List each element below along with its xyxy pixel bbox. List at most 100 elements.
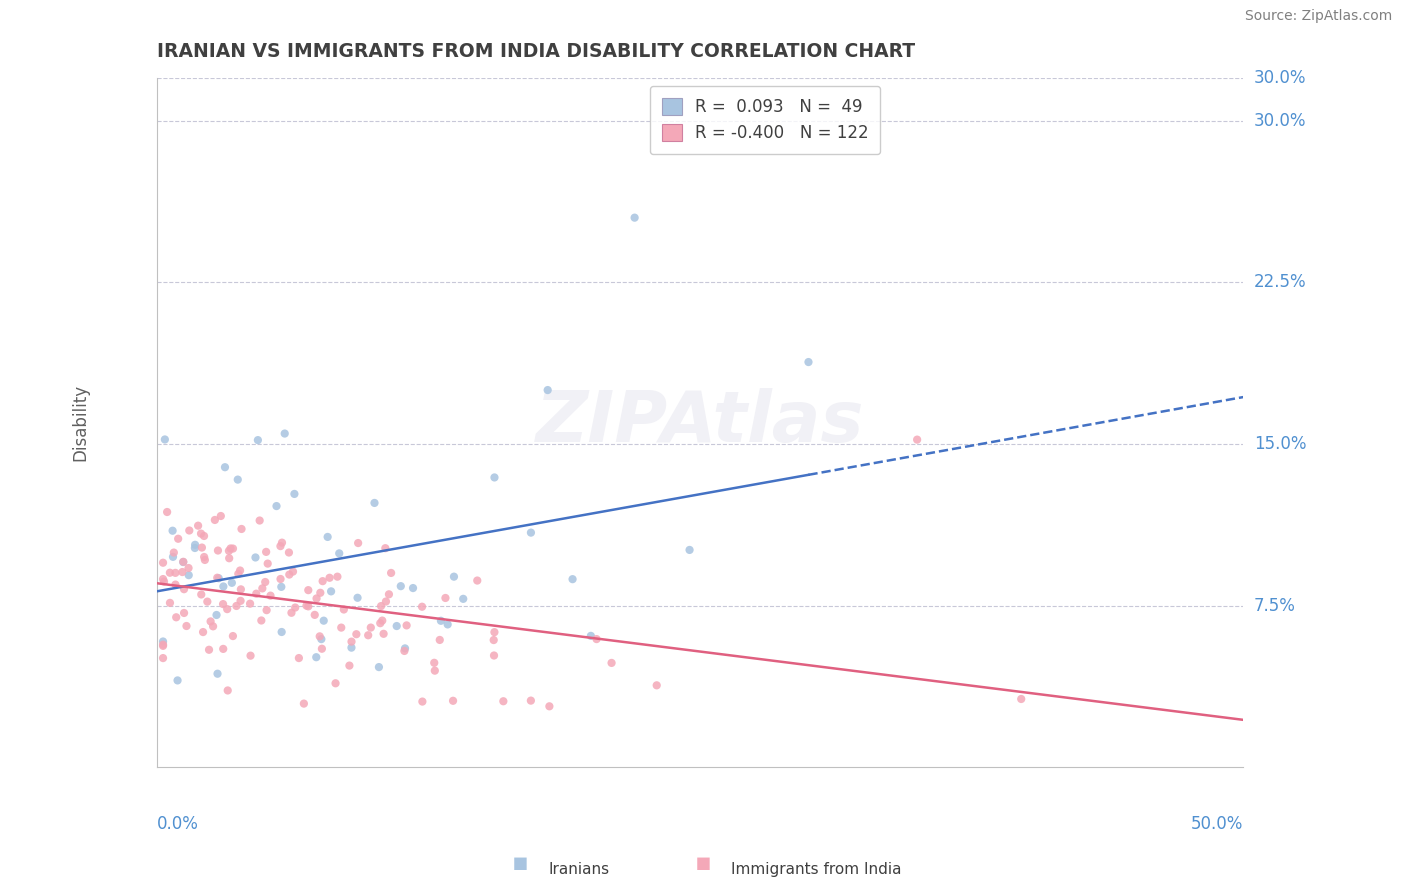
Text: 15.0%: 15.0% (1254, 435, 1306, 453)
Point (600, 656, 623, 670)
Point (152, 572, 174, 586)
Point (281, 565, 304, 579)
Point (209, 508, 232, 523)
Point (217, 683, 239, 698)
Point (394, 641, 416, 656)
Point (245, 587, 267, 601)
Point (218, 551, 240, 566)
Point (340, 640, 363, 655)
Point (561, 572, 583, 586)
Point (245, 550, 267, 565)
Point (411, 599, 433, 614)
Point (177, 561, 200, 575)
Point (177, 568, 200, 582)
Point (326, 569, 349, 583)
Point (214, 460, 236, 475)
Point (423, 664, 446, 678)
Point (395, 618, 418, 632)
Point (270, 625, 292, 640)
Point (411, 695, 433, 709)
Point (280, 606, 302, 620)
Point (270, 572, 292, 586)
Point (278, 545, 301, 559)
Point (269, 539, 291, 553)
Point (328, 546, 350, 560)
Point (228, 566, 250, 581)
Point (166, 673, 188, 688)
Point (380, 566, 402, 580)
Point (152, 556, 174, 570)
Point (357, 628, 380, 642)
Point (368, 616, 391, 631)
Point (905, 433, 928, 447)
Point (318, 571, 340, 585)
Point (371, 614, 394, 628)
Point (311, 574, 333, 589)
Text: 30.0%: 30.0% (1254, 112, 1306, 129)
Point (176, 619, 198, 633)
Point (330, 621, 353, 635)
Point (451, 591, 474, 606)
Point (207, 543, 229, 558)
Point (190, 587, 212, 601)
Text: 30.0%: 30.0% (1254, 69, 1306, 87)
Point (436, 617, 458, 632)
Point (202, 619, 225, 633)
Point (312, 614, 335, 628)
Point (325, 676, 347, 690)
Point (204, 513, 226, 527)
Point (152, 651, 174, 665)
Point (434, 591, 457, 605)
Point (250, 614, 273, 628)
Point (378, 587, 401, 601)
Point (207, 571, 229, 585)
Point (249, 514, 271, 528)
Point (212, 641, 235, 656)
Point (645, 678, 668, 692)
Point (482, 648, 505, 663)
Point (305, 650, 328, 665)
Point (430, 614, 453, 628)
Point (292, 697, 315, 711)
Point (429, 632, 451, 647)
Text: Iranians: Iranians (548, 863, 609, 877)
Point (205, 607, 228, 622)
Text: ▪: ▪ (695, 851, 711, 875)
Point (172, 555, 194, 569)
Point (229, 564, 252, 578)
Point (370, 599, 392, 613)
Point (333, 602, 356, 616)
Point (311, 641, 333, 656)
Point (278, 567, 301, 582)
Point (482, 633, 505, 648)
Point (172, 565, 194, 579)
Text: ZIPAtlas: ZIPAtlas (536, 388, 865, 457)
Point (193, 549, 215, 564)
Point (346, 591, 368, 605)
Point (165, 577, 187, 591)
Point (360, 621, 382, 635)
Point (172, 555, 194, 569)
Point (374, 594, 396, 608)
Point (271, 535, 294, 549)
Text: Source: ZipAtlas.com: Source: ZipAtlas.com (1244, 9, 1392, 23)
Point (295, 599, 318, 613)
Point (212, 597, 235, 611)
Text: 50.0%: 50.0% (1191, 814, 1243, 832)
Text: 22.5%: 22.5% (1254, 273, 1306, 292)
Point (297, 583, 319, 598)
Point (229, 582, 252, 597)
Point (217, 602, 239, 616)
Text: Disability: Disability (72, 384, 90, 461)
Point (256, 557, 278, 571)
Point (226, 473, 249, 487)
Point (484, 470, 506, 484)
Point (246, 433, 269, 447)
Point (218, 544, 240, 558)
Point (184, 538, 207, 552)
Point (441, 694, 464, 708)
Point (222, 541, 245, 556)
Point (309, 586, 332, 600)
Point (200, 615, 222, 629)
Point (165, 566, 187, 580)
